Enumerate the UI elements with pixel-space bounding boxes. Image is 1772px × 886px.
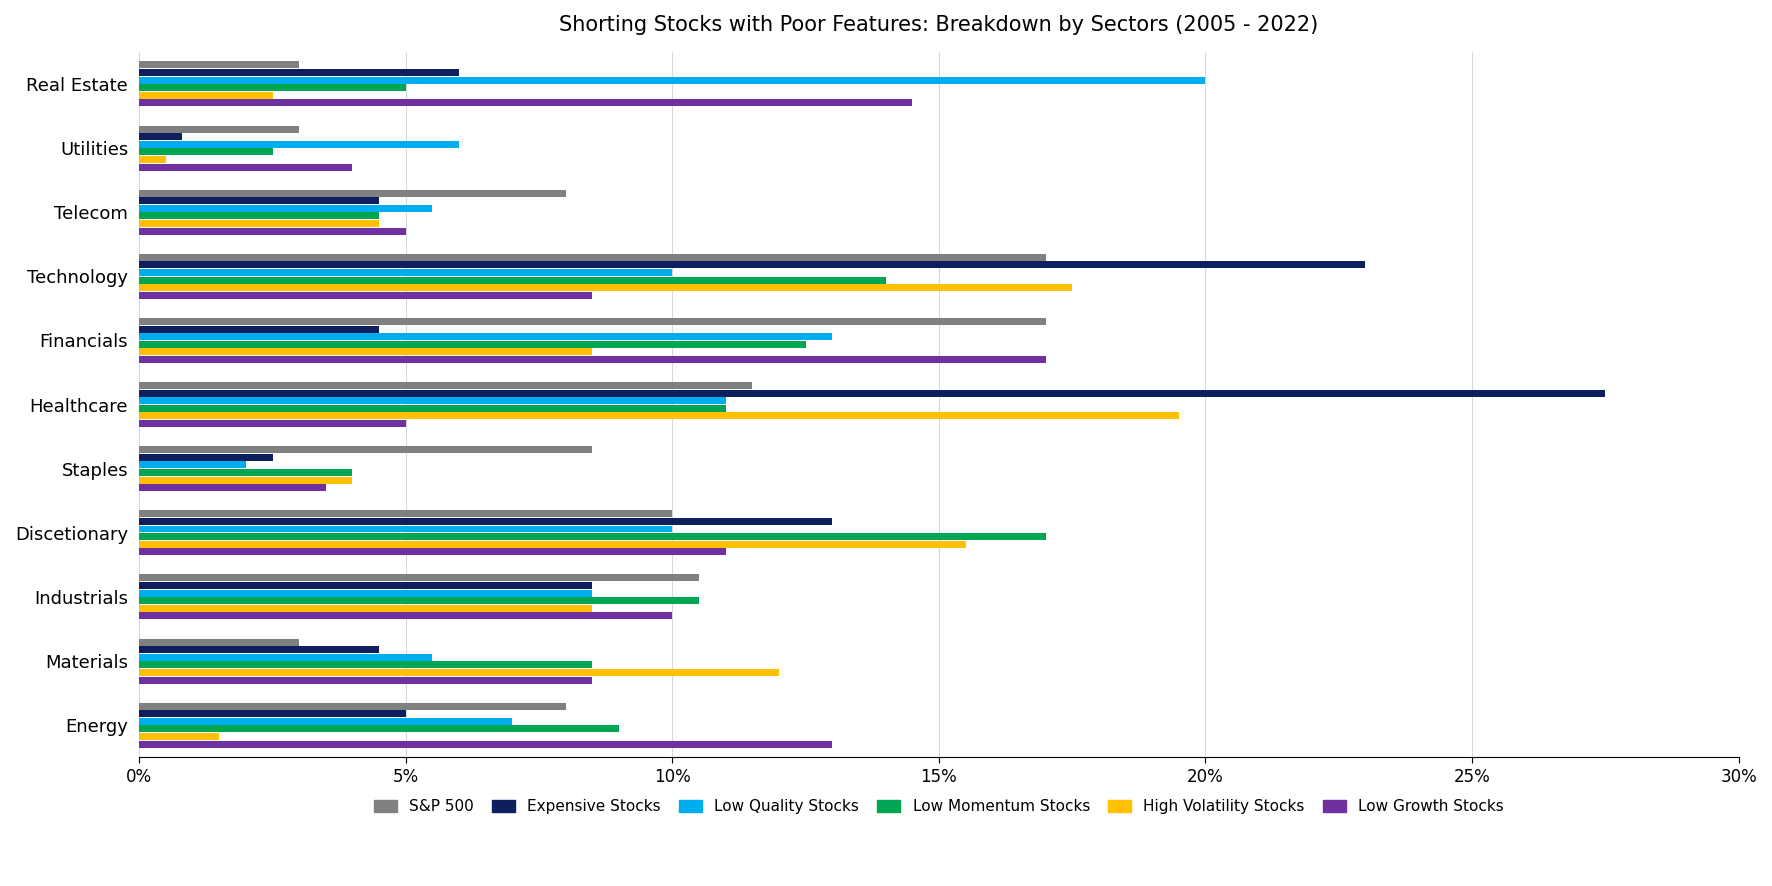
Bar xyxy=(140,133,183,140)
Bar xyxy=(140,405,727,412)
Bar xyxy=(140,711,406,718)
Bar xyxy=(140,269,672,276)
Bar xyxy=(140,518,833,525)
Bar xyxy=(140,341,806,347)
Bar xyxy=(140,548,727,556)
Bar xyxy=(140,61,299,68)
Bar xyxy=(140,413,1178,419)
Bar xyxy=(140,284,1072,291)
Bar xyxy=(140,726,618,733)
Bar xyxy=(140,590,592,596)
Bar xyxy=(140,126,299,133)
Bar xyxy=(140,582,592,589)
Bar xyxy=(140,741,833,748)
Bar xyxy=(140,84,406,91)
Bar xyxy=(140,261,1366,268)
Bar xyxy=(140,661,592,668)
Bar xyxy=(140,318,1045,325)
Bar xyxy=(140,228,406,235)
Bar xyxy=(140,198,379,205)
Bar xyxy=(140,69,459,76)
Bar xyxy=(140,677,592,684)
Bar xyxy=(140,397,727,404)
Bar xyxy=(140,510,672,517)
Bar xyxy=(140,469,353,476)
Legend: S&P 500, Expensive Stocks, Low Quality Stocks, Low Momentum Stocks, High Volatil: S&P 500, Expensive Stocks, Low Quality S… xyxy=(369,793,1510,820)
Bar xyxy=(140,605,592,612)
Bar xyxy=(140,253,1045,260)
Bar xyxy=(140,477,353,484)
Bar xyxy=(140,540,966,548)
Title: Shorting Stocks with Poor Features: Breakdown by Sectors (2005 - 2022): Shorting Stocks with Poor Features: Brea… xyxy=(560,15,1318,35)
Bar xyxy=(140,574,698,581)
Bar xyxy=(140,148,273,155)
Bar xyxy=(140,348,592,355)
Bar xyxy=(140,639,299,646)
Bar xyxy=(140,484,326,491)
Bar xyxy=(140,156,167,163)
Bar xyxy=(140,213,379,220)
Bar xyxy=(140,382,753,389)
Bar xyxy=(140,164,353,170)
Bar xyxy=(140,718,512,725)
Bar xyxy=(140,141,459,148)
Bar xyxy=(140,646,379,653)
Bar xyxy=(140,462,246,469)
Bar xyxy=(140,220,379,227)
Bar xyxy=(140,612,672,619)
Bar xyxy=(140,733,220,740)
Bar xyxy=(140,654,432,661)
Bar xyxy=(140,454,273,461)
Bar xyxy=(140,597,698,604)
Bar xyxy=(140,190,565,197)
Bar xyxy=(140,291,592,299)
Bar xyxy=(140,356,1045,363)
Bar xyxy=(140,205,432,212)
Bar xyxy=(140,390,1605,397)
Bar xyxy=(140,447,592,453)
Bar xyxy=(140,276,886,284)
Bar xyxy=(140,99,913,106)
Bar xyxy=(140,325,379,332)
Bar xyxy=(140,525,672,532)
Bar xyxy=(140,420,406,427)
Bar xyxy=(140,92,273,99)
Bar xyxy=(140,669,780,676)
Bar xyxy=(140,76,1205,83)
Bar xyxy=(140,333,833,340)
Bar xyxy=(140,533,1045,540)
Bar xyxy=(140,703,565,710)
